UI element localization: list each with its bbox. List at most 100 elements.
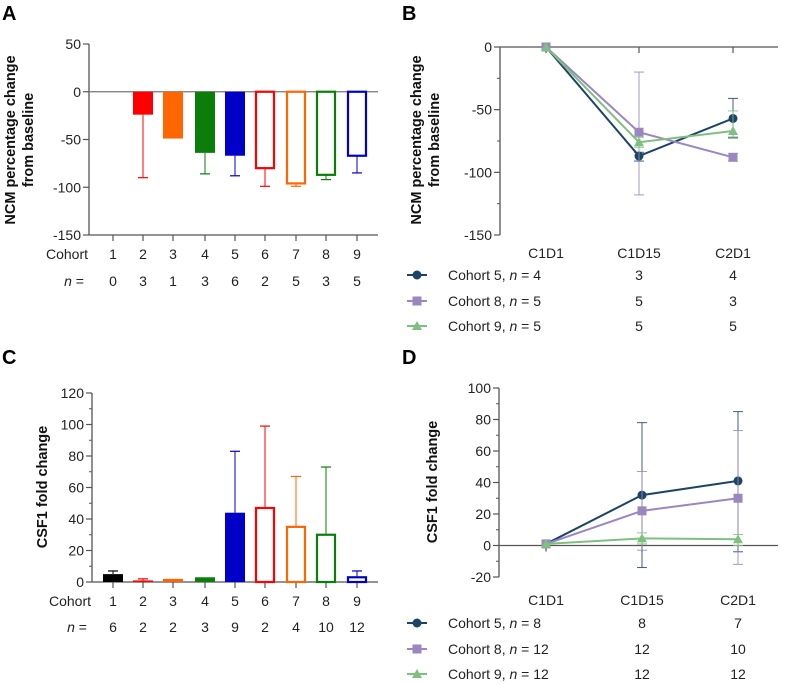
y-axis-label: NCM percentage change from baseline (409, 55, 443, 224)
x-tick-label: 6 (261, 246, 269, 262)
cohort-row-label: Cohort (46, 246, 88, 262)
y-tick-label: 40 (68, 511, 84, 527)
y-axis-label-line: from baseline (21, 93, 37, 187)
n-value: 9 (231, 619, 239, 635)
legend-row: Cohort 8, n = 5 5 3 (407, 293, 737, 309)
panel-label: A (2, 3, 16, 25)
bar-cohort-5 (225, 512, 245, 582)
n-value: 2 (261, 619, 269, 635)
y-axis-label: CSF1 fold change (425, 421, 441, 543)
x-tick-label: 1 (109, 593, 117, 609)
n-symbol: n (67, 619, 75, 635)
x-tick-label: C1D1 (528, 245, 564, 261)
x-tick-label: 3 (169, 593, 177, 609)
data-point (728, 152, 738, 162)
legend-row: Cohort 5, n = 8 8 7 (407, 615, 742, 631)
x-tick-label: C1D15 (620, 592, 664, 608)
n-suffix: = (72, 273, 84, 289)
panel-b: B 0 -50 -100 -150 NCM percentage change from b… (402, 3, 778, 334)
n-symbol: n (509, 318, 517, 334)
panel-label: C (2, 347, 16, 369)
legend-label-suffix: = 5 (517, 318, 541, 334)
legend-label-suffix: = 5 (517, 293, 541, 309)
n-count: 10 (730, 641, 746, 657)
legend-label-prefix: Cohort 9, (448, 666, 509, 682)
x-tick-label: C2D1 (720, 592, 756, 608)
y-tick-label: 0 (76, 574, 84, 590)
n-value: 10 (318, 619, 334, 635)
y-axis-label-line: CSF1 fold change (425, 421, 441, 543)
n-count: 12 (634, 641, 650, 657)
legend-label-suffix: = 12 (517, 666, 549, 682)
data-point (634, 137, 644, 147)
n-value: 12 (349, 619, 365, 635)
x-tick-label: 8 (322, 246, 330, 262)
bar-cohort-3 (163, 578, 183, 582)
y-tick-label: 50 (65, 36, 81, 52)
cohort-row-label: Cohort (49, 593, 91, 609)
y-axis-label-line: from baseline (427, 93, 443, 187)
n-count: 5 (729, 318, 737, 334)
x-tick-label: C1D1 (528, 592, 564, 608)
n-value: 3 (139, 273, 147, 289)
n-count: 5 (635, 293, 643, 309)
bar-cohort-8 (315, 533, 337, 584)
n-row-label: n = (67, 619, 87, 635)
legend-label-prefix: Cohort 5, (448, 267, 509, 283)
bar-cohort-9 (346, 90, 368, 157)
legend-marker-circle (412, 618, 422, 628)
y-tick-label: -20 (471, 569, 491, 585)
n-suffix: = (75, 619, 87, 635)
n-symbol: n (509, 666, 517, 682)
y-axis-label-line: NCM percentage change (3, 55, 19, 224)
n-value: 3 (322, 273, 330, 289)
n-count: 12 (730, 666, 746, 682)
x-tick-label: 9 (353, 246, 361, 262)
legend-marker-triangle (412, 321, 422, 330)
n-value: 0 (109, 273, 117, 289)
n-count: 4 (729, 267, 737, 283)
bar-cohort-3 (163, 91, 183, 139)
legend-marker-triangle (412, 669, 422, 678)
bar-cohort-5 (225, 91, 245, 156)
y-tick-label: -150 (464, 227, 492, 243)
data-point (728, 125, 738, 135)
legend-label: Cohort 9, n = 12 (448, 666, 549, 682)
data-point (637, 533, 647, 543)
y-tick-label: 20 (475, 506, 491, 522)
n-value: 6 (231, 273, 239, 289)
legend-label: Cohort 8, n = 12 (448, 641, 549, 657)
n-value: 2 (261, 273, 269, 289)
legend-label: Cohort 5, n = 8 (448, 615, 541, 631)
bar-cohort-4 (195, 91, 215, 153)
legend-row: Cohort 5, n = 4 3 4 (407, 267, 737, 283)
y-tick-label: 120 (61, 385, 85, 401)
n-symbol: n (64, 273, 72, 289)
panel-label: D (402, 347, 416, 369)
n-count: 5 (635, 318, 643, 334)
y-tick-label: 100 (61, 417, 85, 433)
x-tick-label: 7 (292, 246, 300, 262)
y-tick-label: -100 (464, 164, 492, 180)
data-point (637, 506, 647, 516)
y-tick-label: -100 (53, 179, 81, 195)
x-tick-label: 5 (231, 246, 239, 262)
legend-marker-square (412, 644, 422, 654)
y-tick-label: 0 (483, 538, 491, 554)
legend-label-prefix: Cohort 8, (448, 641, 509, 657)
legend-label: Cohort 8, n = 5 (448, 293, 541, 309)
x-tick-label: 2 (139, 246, 147, 262)
n-count: 3 (729, 293, 737, 309)
n-count: 3 (635, 267, 643, 283)
y-axis-label: NCM percentage change from baseline (3, 55, 37, 224)
y-tick-label: 60 (68, 480, 84, 496)
bar-cohort-2 (133, 580, 153, 582)
bar-cohort-1 (103, 574, 123, 582)
legend-marker-square (412, 296, 422, 306)
n-count: 12 (634, 666, 650, 682)
n-value: 1 (169, 273, 177, 289)
data-point (733, 534, 743, 544)
n-count: 8 (638, 615, 646, 631)
